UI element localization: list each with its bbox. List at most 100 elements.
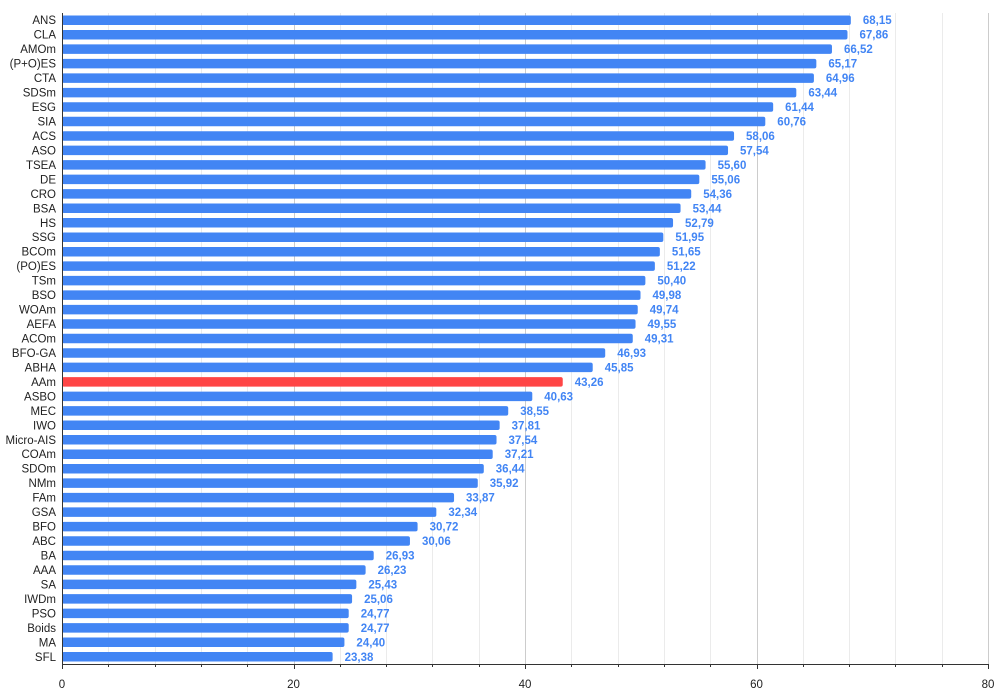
bar-cla xyxy=(62,29,848,40)
value-label: 58,06 xyxy=(746,131,775,143)
bar-cro xyxy=(62,189,692,199)
value-label: 68,15 xyxy=(863,15,892,27)
bar-cta xyxy=(62,73,814,83)
value-label: 60,76 xyxy=(777,117,806,129)
bar-fam xyxy=(62,492,455,503)
category-label: ABC xyxy=(32,536,56,548)
bar-amom xyxy=(62,44,832,54)
value-label: 30,72 xyxy=(430,522,459,534)
bar-bfo xyxy=(62,521,418,532)
category-label: BCOm xyxy=(22,247,57,259)
bar-micro-ais xyxy=(62,435,497,445)
bar-iwo xyxy=(62,420,500,431)
bar-ma xyxy=(62,637,345,648)
category-label: ASBO xyxy=(24,391,56,403)
category-label: CTA xyxy=(34,73,56,85)
category-label: BSA xyxy=(33,203,56,215)
value-label: 24,77 xyxy=(361,608,390,620)
value-label: 32,34 xyxy=(448,507,477,519)
bar-boids xyxy=(62,623,349,633)
bar-aefa xyxy=(62,319,636,329)
bar-woam xyxy=(62,304,638,315)
bar-asbo xyxy=(62,391,533,402)
value-label: 49,74 xyxy=(650,305,679,317)
bar-coam xyxy=(62,449,493,459)
value-label: 37,21 xyxy=(505,449,534,461)
value-label: 37,81 xyxy=(512,420,541,432)
value-label: 30,06 xyxy=(422,536,451,548)
bar-bsa xyxy=(62,203,681,214)
category-label: AAm xyxy=(31,377,56,389)
value-label: 65,17 xyxy=(828,59,857,71)
category-label: (PO)ES xyxy=(16,261,56,273)
bar-de xyxy=(62,174,700,185)
value-label: 25,06 xyxy=(364,594,393,606)
category-label: SFL xyxy=(35,652,57,664)
category-label: ACS xyxy=(32,131,56,143)
value-label: 64,96 xyxy=(826,73,855,85)
value-label: 43,26 xyxy=(575,377,604,389)
x-tick-label: 20 xyxy=(287,679,300,691)
value-label: 49,55 xyxy=(648,319,677,331)
value-label: 35,92 xyxy=(490,478,519,490)
category-label: IWDm xyxy=(24,594,56,606)
category-label: SIA xyxy=(37,117,56,129)
bar--po-es xyxy=(62,261,655,271)
value-label: 36,44 xyxy=(496,464,525,476)
bar-nmm xyxy=(62,478,478,488)
category-label: TSm xyxy=(32,276,56,288)
value-label: 37,54 xyxy=(509,435,538,447)
category-label: BA xyxy=(41,551,57,563)
category-label: ESG xyxy=(32,102,56,114)
category-label: FAm xyxy=(32,493,56,505)
bar--p-o-es xyxy=(62,58,817,69)
x-tick-label: 0 xyxy=(59,679,65,691)
value-label: 45,85 xyxy=(605,362,634,374)
category-label: ABHA xyxy=(25,362,57,374)
value-label: 66,52 xyxy=(844,44,873,56)
category-label: PSO xyxy=(32,608,56,620)
bar-bso xyxy=(62,290,641,300)
value-label: 23,38 xyxy=(345,652,374,664)
bars xyxy=(62,15,851,662)
category-label: HS xyxy=(40,218,56,230)
bar-mec xyxy=(62,406,509,416)
bar-abc xyxy=(62,536,410,546)
bar-tsm xyxy=(62,275,646,286)
category-label: MA xyxy=(39,637,57,649)
bar-ssg xyxy=(62,232,664,242)
value-label: 61,44 xyxy=(785,102,814,114)
value-label: 57,54 xyxy=(740,145,769,157)
bar-ba xyxy=(62,550,374,561)
category-label: BSO xyxy=(32,290,56,302)
category-label: ACOm xyxy=(22,334,57,346)
bar-esg xyxy=(62,102,774,112)
value-label: 26,93 xyxy=(386,551,415,563)
bar-sa xyxy=(62,579,357,590)
category-label: DE xyxy=(40,174,56,186)
category-label: NMm xyxy=(29,478,56,490)
value-label: 24,77 xyxy=(361,623,390,635)
category-label: GSA xyxy=(32,507,57,519)
category-label: Micro-AIS xyxy=(6,435,57,447)
category-label: WOAm xyxy=(19,305,56,317)
bar-gsa xyxy=(62,507,437,517)
bar-sdsm xyxy=(62,87,797,98)
bar-pso xyxy=(62,608,349,619)
bar-acs xyxy=(62,131,735,141)
category-label: BFO-GA xyxy=(12,348,56,360)
bar-bfo-ga xyxy=(62,348,606,358)
category-labels: ANS CLA AMOm (P+O)ES CTA SDSm ESG SIA ACS ASO TSEA… xyxy=(6,15,57,664)
bar-iwdm xyxy=(62,594,353,604)
value-label: 63,44 xyxy=(808,88,837,100)
bar-aso xyxy=(62,145,729,156)
bar-aaa xyxy=(62,565,366,575)
x-tick-label: 80 xyxy=(982,679,995,691)
category-label: AEFA xyxy=(27,319,57,331)
bar-aam xyxy=(62,377,563,387)
value-label: 51,65 xyxy=(672,247,701,259)
category-label: IWO xyxy=(33,420,56,432)
value-label: 51,95 xyxy=(675,232,704,244)
category-label: SA xyxy=(41,579,57,591)
